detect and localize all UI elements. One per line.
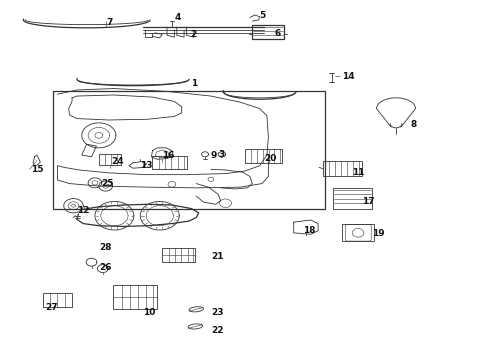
Text: 17: 17 — [362, 197, 374, 206]
Bar — [114, 285, 157, 309]
Bar — [52, 91, 325, 208]
Text: 8: 8 — [411, 120, 417, 129]
Text: 15: 15 — [30, 165, 43, 174]
Bar — [162, 248, 196, 262]
Bar — [343, 224, 374, 242]
Text: 16: 16 — [162, 151, 174, 160]
Bar — [245, 149, 282, 163]
Text: 23: 23 — [211, 309, 223, 318]
Bar — [152, 156, 187, 169]
Text: 26: 26 — [99, 263, 111, 272]
Bar — [252, 24, 284, 39]
Text: 22: 22 — [211, 326, 223, 335]
Text: 9: 9 — [211, 151, 217, 160]
Bar — [43, 293, 72, 307]
Text: 24: 24 — [111, 157, 123, 166]
Text: 1: 1 — [192, 79, 197, 88]
Text: 28: 28 — [99, 243, 111, 252]
Bar — [323, 161, 362, 176]
Text: 3: 3 — [218, 150, 224, 159]
Text: 27: 27 — [45, 303, 58, 312]
Bar — [333, 188, 372, 208]
Text: 19: 19 — [372, 229, 384, 238]
Text: 12: 12 — [77, 206, 89, 215]
Text: 5: 5 — [260, 11, 266, 20]
Text: 25: 25 — [101, 179, 114, 188]
Text: 4: 4 — [174, 13, 181, 22]
Text: 21: 21 — [211, 252, 223, 261]
Text: 18: 18 — [303, 225, 316, 234]
Text: 6: 6 — [274, 29, 280, 38]
Text: 10: 10 — [143, 309, 155, 318]
Text: 14: 14 — [343, 72, 355, 81]
Text: 7: 7 — [106, 18, 113, 27]
Text: 11: 11 — [352, 168, 365, 177]
Text: 20: 20 — [265, 154, 277, 163]
Text: 2: 2 — [191, 30, 196, 39]
Bar — [99, 154, 121, 165]
Text: 13: 13 — [140, 161, 153, 170]
